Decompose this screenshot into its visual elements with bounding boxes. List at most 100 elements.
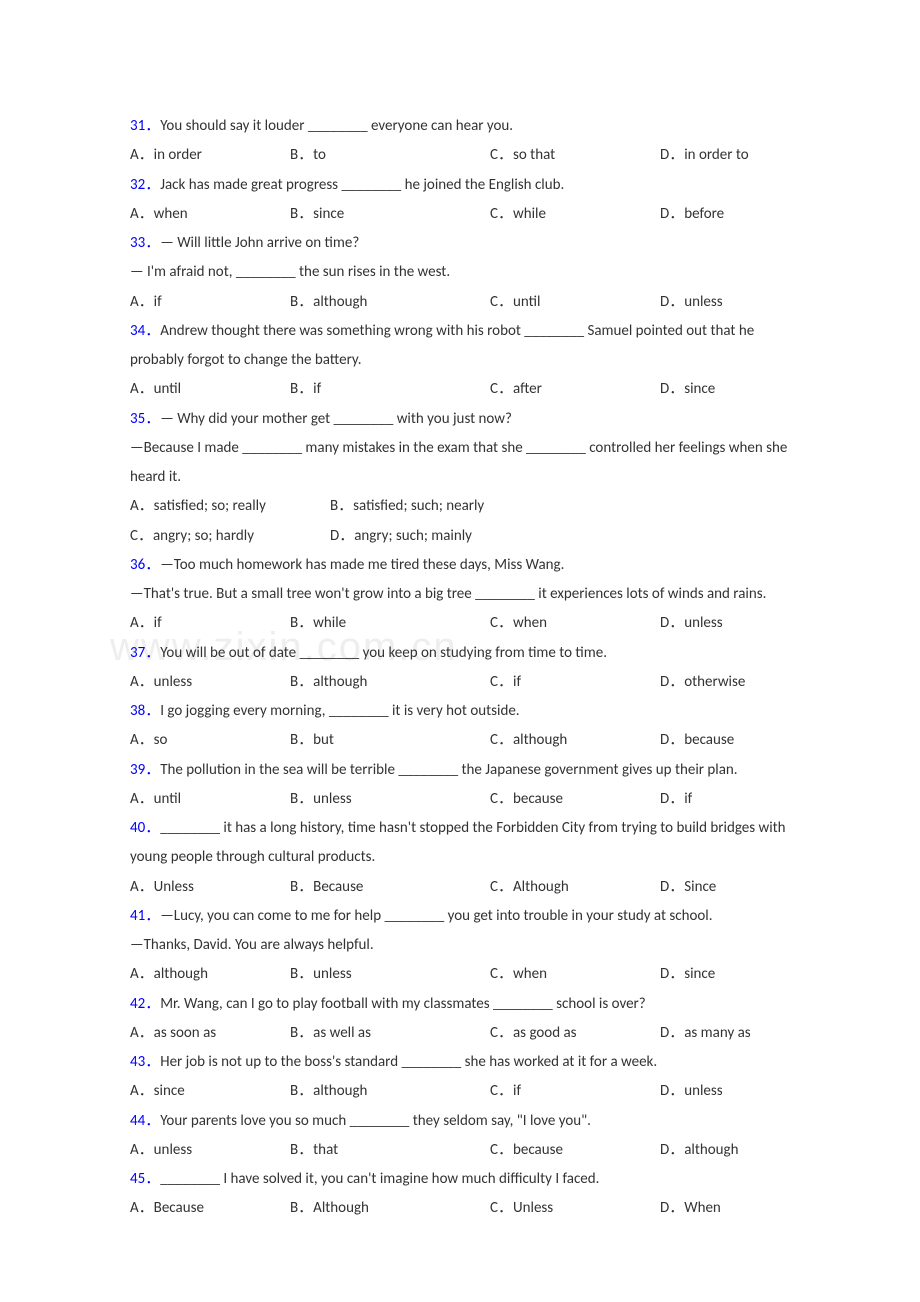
question-number: 45． — [130, 1170, 160, 1188]
question-text: The pollution in the sea will be terribl… — [160, 761, 737, 779]
question-text: Andrew thought there was something wrong… — [130, 322, 754, 369]
option-d: D．as many as — [660, 1019, 751, 1048]
option-row: A．so B．but C．although D．because — [130, 726, 790, 755]
option-b: B．that — [290, 1136, 490, 1165]
option-c: C．although — [490, 726, 660, 755]
option-row: A．if B．while C．when D．unless — [130, 609, 790, 638]
question-number: 40． — [130, 819, 160, 837]
question-text: Your parents love you so much ________ t… — [160, 1112, 591, 1130]
option-b: B．if — [290, 375, 490, 404]
option-c: C．when — [490, 609, 660, 638]
question-text: Her job is not up to the boss's standard… — [160, 1053, 657, 1071]
option-row: A．since B．although C．if D．unless — [130, 1077, 790, 1106]
option-a: A．satisfied; so; really — [130, 492, 330, 521]
option-c: C．because — [490, 1136, 660, 1165]
option-c: C．because — [490, 785, 660, 814]
option-row: A．until B．if C．after D．since — [130, 375, 790, 404]
question-stem: 31．You should say it louder ________ eve… — [130, 112, 790, 141]
option-d: D．since — [660, 375, 715, 404]
question-stem-line2: —That's true. But a small tree won't gro… — [130, 580, 790, 609]
question-number: 33． — [130, 234, 160, 252]
question-number: 36． — [130, 556, 160, 574]
option-row: A．until B．unless C．because D．if — [130, 785, 790, 814]
option-d: D．otherwise — [660, 668, 745, 697]
option-row: C．angry; so; hardly D．angry; such; mainl… — [130, 522, 790, 551]
option-b: B．to — [290, 141, 490, 170]
question-text: — Why did your mother get ________ with … — [160, 410, 512, 428]
option-b: B．although — [290, 1077, 490, 1106]
option-d: D．unless — [660, 1077, 723, 1106]
option-row: A．unless B．that C．because D．although — [130, 1136, 790, 1165]
option-b: B．but — [290, 726, 490, 755]
question-stem: 45．________ I have solved it, you can't … — [130, 1165, 790, 1194]
option-row: A．although B．unless C．when D．since — [130, 960, 790, 989]
option-row: A．in order B．to C．so that D．in order to — [130, 141, 790, 170]
question-text: —Lucy, you can come to me for help _____… — [160, 907, 712, 925]
option-b: B．unless — [290, 785, 490, 814]
option-c: C．angry; so; hardly — [130, 522, 330, 551]
option-c: C．after — [490, 375, 660, 404]
option-a: A．if — [130, 609, 290, 638]
question-number: 43． — [130, 1053, 160, 1071]
option-row: A．unless B．although C．if D．otherwise — [130, 668, 790, 697]
option-row: A．Because B．Although C．Unless D．When — [130, 1194, 790, 1223]
question-list: 31．You should say it louder ________ eve… — [130, 112, 790, 1224]
question-stem: 37．You will be out of date ________ you … — [130, 639, 790, 668]
option-a: A．if — [130, 288, 290, 317]
question-text: ________ it has a long history, time has… — [130, 819, 786, 866]
option-a: A．until — [130, 375, 290, 404]
option-a: A．Unless — [130, 873, 290, 902]
option-row: A．satisfied; so; really B．satisfied; suc… — [130, 492, 790, 521]
option-a: A．in order — [130, 141, 290, 170]
question-text: I go jogging every morning, ________ it … — [160, 702, 519, 720]
option-row: A．as soon as B．as well as C．as good as D… — [130, 1019, 790, 1048]
question-stem: 38．I go jogging every morning, ________ … — [130, 697, 790, 726]
option-a: A．since — [130, 1077, 290, 1106]
question-text: Mr. Wang, can I go to play football with… — [160, 995, 646, 1013]
option-c: C．Unless — [490, 1194, 660, 1223]
question-text: Jack has made great progress ________ he… — [160, 176, 564, 194]
option-b: B．while — [290, 609, 490, 638]
option-a: A．unless — [130, 668, 290, 697]
option-row: A．if B．although C．until D．unless — [130, 288, 790, 317]
question-text: ________ I have solved it, you can't ima… — [160, 1170, 599, 1188]
question-stem-line2: — I'm afraid not, ________ the sun rises… — [130, 258, 790, 287]
question-stem: 44．Your parents love you so much _______… — [130, 1107, 790, 1136]
option-a: A．although — [130, 960, 290, 989]
option-b: B．although — [290, 668, 490, 697]
option-d: D．angry; such; mainly — [330, 522, 472, 551]
option-b: B．unless — [290, 960, 490, 989]
option-a: A．unless — [130, 1136, 290, 1165]
question-stem: 35．— Why did your mother get ________ wi… — [130, 405, 790, 434]
question-stem: 32．Jack has made great progress ________… — [130, 171, 790, 200]
option-d: D．Since — [660, 873, 716, 902]
question-text: — Will little John arrive on time? — [160, 234, 359, 252]
option-a: A．Because — [130, 1194, 290, 1223]
question-number: 32． — [130, 176, 160, 194]
question-number: 44． — [130, 1112, 160, 1130]
question-number: 42． — [130, 995, 160, 1013]
option-d: D．unless — [660, 609, 723, 638]
option-b: B．satisfied; such; nearly — [330, 492, 484, 521]
question-stem: 41．—Lucy, you can come to me for help __… — [130, 902, 790, 931]
question-number: 38． — [130, 702, 160, 720]
option-b: B．Because — [290, 873, 490, 902]
option-row: A．when B．since C．while D．before — [130, 200, 790, 229]
option-b: B．Although — [290, 1194, 490, 1223]
question-stem: 40．________ it has a long history, time … — [130, 814, 790, 873]
question-number: 35． — [130, 410, 160, 428]
question-stem: 43．Her job is not up to the boss's stand… — [130, 1048, 790, 1077]
option-c: C．so that — [490, 141, 660, 170]
option-d: D．since — [660, 960, 715, 989]
question-text: You will be out of date ________ you kee… — [160, 644, 607, 662]
option-b: B．as well as — [290, 1019, 490, 1048]
question-text: You should say it louder ________ everyo… — [160, 117, 513, 135]
option-c: C．if — [490, 1077, 660, 1106]
option-b: B．although — [290, 288, 490, 317]
option-d: D．in order to — [660, 141, 749, 170]
option-a: A．so — [130, 726, 290, 755]
option-c: C．when — [490, 960, 660, 989]
question-number: 34． — [130, 322, 160, 340]
option-a: A．as soon as — [130, 1019, 290, 1048]
question-text: —Too much homework has made me tired the… — [160, 556, 564, 574]
